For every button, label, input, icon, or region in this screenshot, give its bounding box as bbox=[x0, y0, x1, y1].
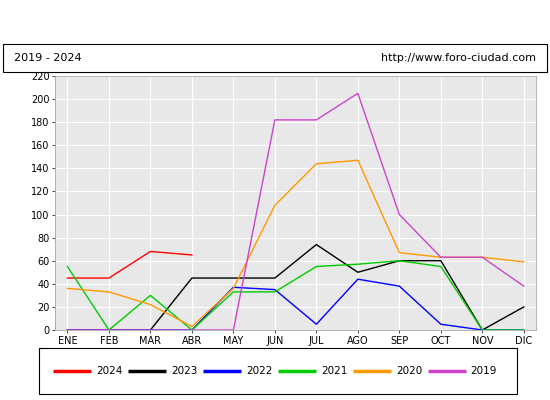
Text: Evolucion Nº Turistas Extranjeros en el municipio de Fontanilles: Evolucion Nº Turistas Extranjeros en el … bbox=[63, 14, 487, 28]
Text: 2019 - 2024: 2019 - 2024 bbox=[14, 53, 81, 63]
Text: 2024: 2024 bbox=[96, 366, 122, 376]
Text: 2019: 2019 bbox=[471, 366, 497, 376]
Text: 2023: 2023 bbox=[171, 366, 197, 376]
Text: 2022: 2022 bbox=[246, 366, 272, 376]
Text: 2021: 2021 bbox=[321, 366, 347, 376]
Text: http://www.foro-ciudad.com: http://www.foro-ciudad.com bbox=[381, 53, 536, 63]
Text: 2020: 2020 bbox=[396, 366, 422, 376]
